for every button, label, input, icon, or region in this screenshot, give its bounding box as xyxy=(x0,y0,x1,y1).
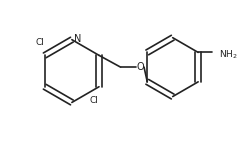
Text: NH$_2$: NH$_2$ xyxy=(219,48,237,61)
Text: Cl: Cl xyxy=(90,96,99,105)
Text: N: N xyxy=(74,34,81,44)
Text: Cl: Cl xyxy=(35,38,44,47)
Text: O: O xyxy=(136,62,144,72)
